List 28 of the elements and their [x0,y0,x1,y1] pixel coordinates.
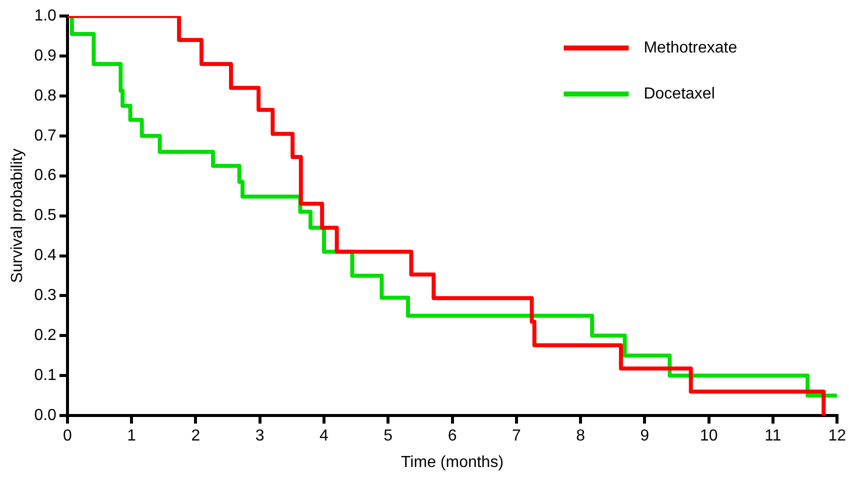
y-tick-label: 0.3 [34,287,57,304]
x-tick-label: 6 [448,428,457,445]
x-tick-label: 12 [828,428,846,445]
y-tick-label: 0.2 [34,327,57,344]
x-axis-title: Time (months) [401,454,504,471]
y-tick-label: 0.5 [34,207,57,224]
x-tick-label: 1 [127,428,136,445]
y-tick-label: 0.6 [34,167,57,184]
x-tick-label: 7 [512,428,521,445]
x-tick-label: 10 [700,428,718,445]
y-tick-label: 0.4 [34,247,57,264]
y-tick-label: 0.8 [34,87,57,104]
y-tick-label: 0.9 [34,47,57,64]
x-tick-label: 0 [62,428,72,445]
y-tick-label: 0.1 [34,367,57,384]
y-tick-label: 1.0 [34,7,57,24]
legend-label: Methotrexate [644,39,738,56]
x-tick-label: 8 [576,428,586,445]
y-axis-title: Survival probability [9,148,26,283]
x-tick-label: 4 [320,428,329,445]
x-tick-label: 5 [384,428,393,445]
x-tick-label: 3 [255,428,264,445]
y-tick-label: 0.7 [34,127,57,144]
x-tick-label: 9 [640,428,650,445]
y-tick-label: 0.0 [34,407,57,424]
legend-label: Docetaxel [644,85,715,102]
x-tick-label: 2 [191,428,200,445]
x-tick-label: 11 [764,428,782,445]
